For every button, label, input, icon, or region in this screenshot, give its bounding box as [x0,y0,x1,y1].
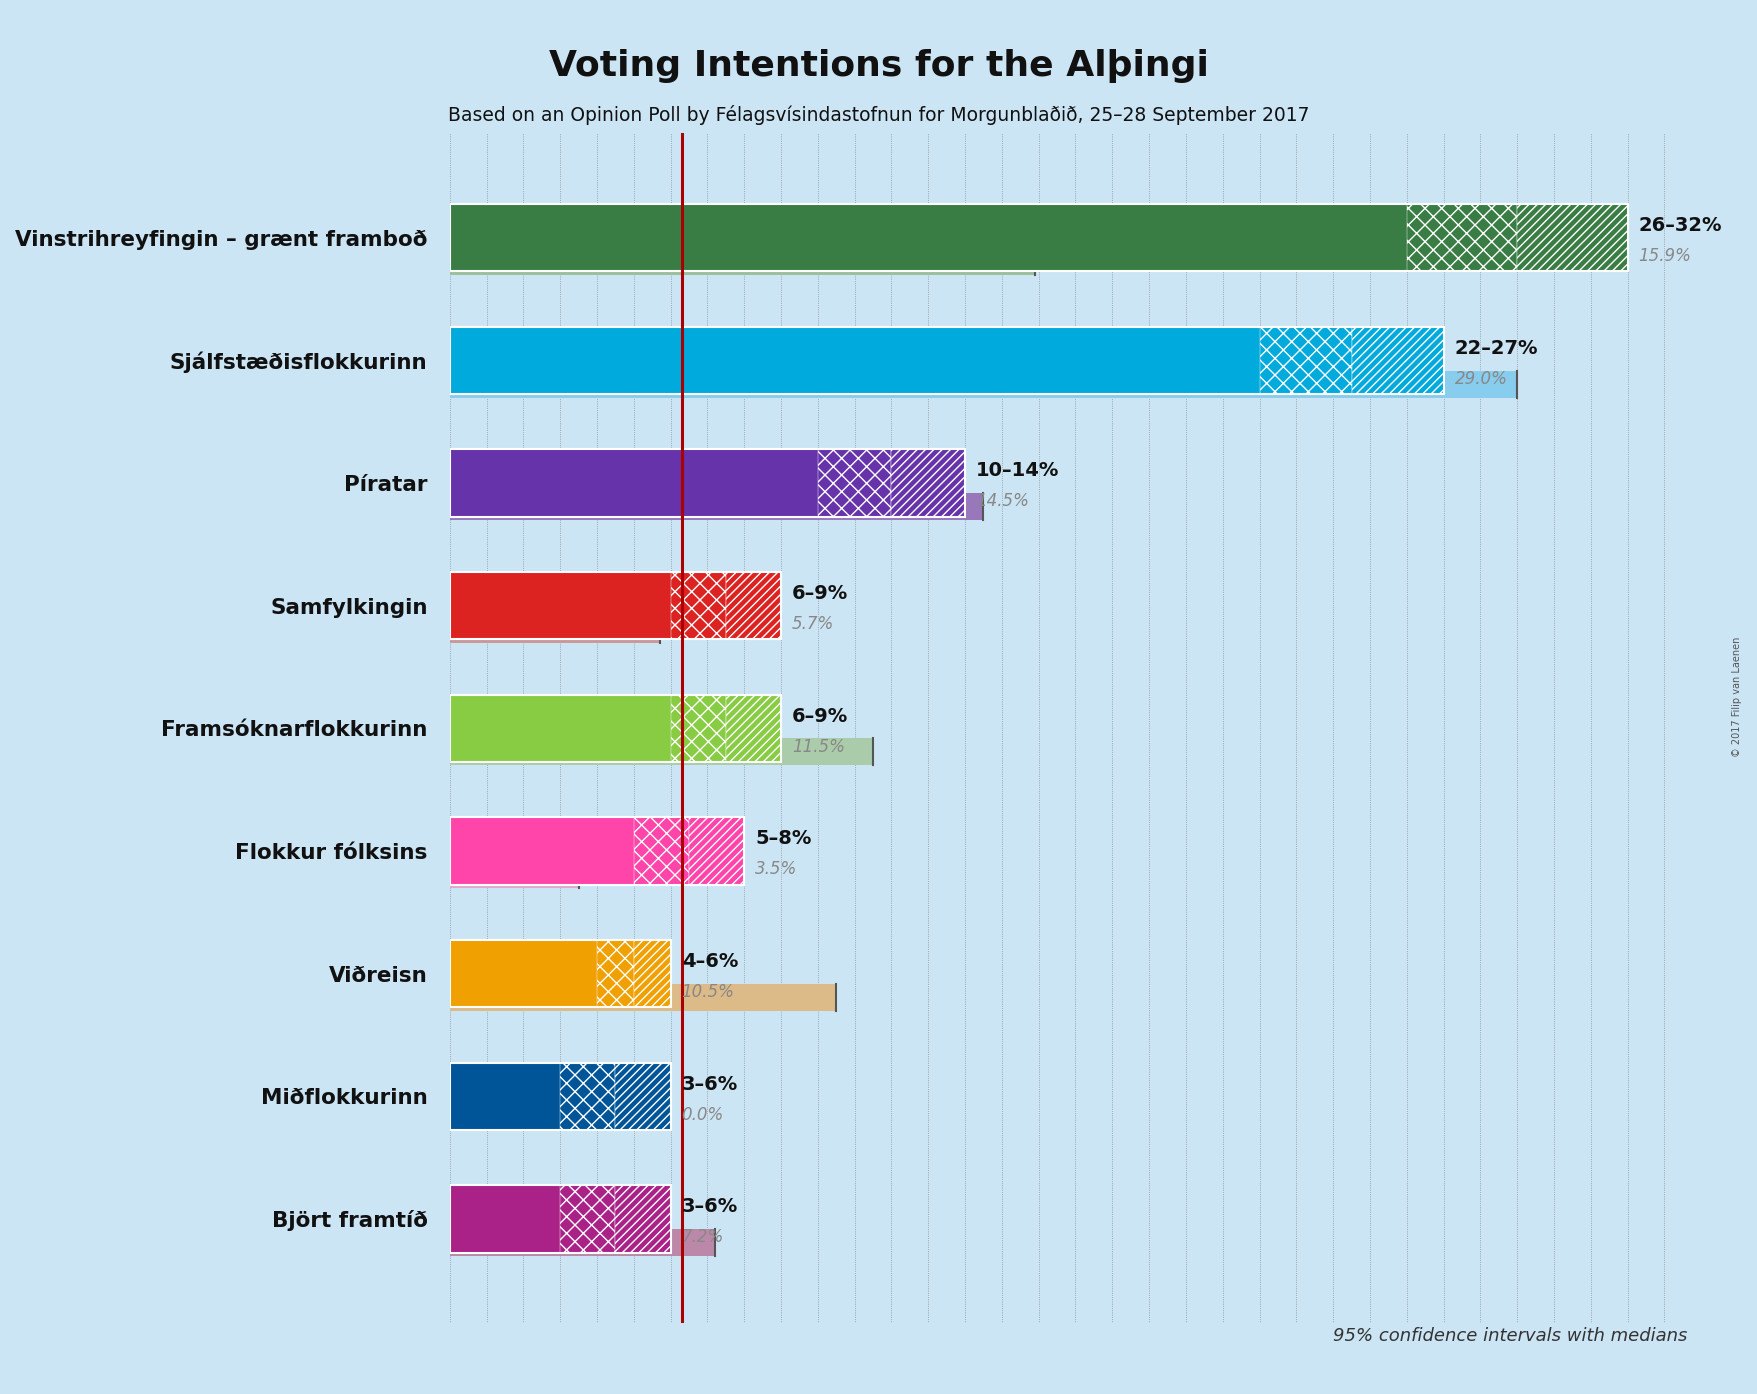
Text: 6–9%: 6–9% [792,707,849,726]
Bar [817,449,891,517]
Bar [669,572,726,640]
Bar [689,817,743,885]
Text: 3–6%: 3–6% [682,1075,738,1093]
Bar [450,572,669,640]
Text: 11.5%: 11.5% [792,737,845,756]
Bar [1406,204,1516,272]
Bar [450,694,669,763]
Bar [634,817,689,885]
Bar [615,1062,669,1131]
Bar [1258,326,1351,395]
Bar [450,326,1258,395]
Bar [450,1230,715,1256]
Bar [450,1062,560,1131]
Bar [450,1185,560,1253]
Text: 7.2%: 7.2% [682,1228,724,1246]
Bar [560,1062,615,1131]
Text: Based on an Opinion Poll by Félagsvísindastofnun for Morgunblaðið, 25–28 Septemb: Based on an Opinion Poll by Félagsvísind… [448,105,1309,124]
Text: 6–9%: 6–9% [792,584,849,604]
Text: 0.0%: 0.0% [682,1105,724,1124]
Bar [450,449,965,517]
Text: 10.5%: 10.5% [682,983,734,1001]
Bar [450,1062,669,1131]
Bar [450,817,634,885]
Bar [450,493,982,520]
Bar [450,248,1035,275]
Text: 95% confidence intervals with medians: 95% confidence intervals with medians [1332,1327,1687,1345]
Bar [726,572,780,640]
Text: Voting Intentions for the Alþingi: Voting Intentions for the Alþingi [548,49,1209,82]
Bar [1351,326,1442,395]
Text: 22–27%: 22–27% [1453,339,1537,358]
Bar [669,694,726,763]
Text: 3–6%: 3–6% [682,1197,738,1216]
Bar [450,694,780,763]
Text: 29.0%: 29.0% [1453,369,1508,388]
Bar [450,739,873,765]
Bar [615,1185,669,1253]
Text: 5.7%: 5.7% [792,615,835,633]
Bar [450,940,597,1008]
Bar [450,984,836,1011]
Bar [634,940,669,1008]
Bar [450,817,743,885]
Bar [726,694,780,763]
Text: © 2017 Filip van Laenen: © 2017 Filip van Laenen [1731,637,1741,757]
Text: 5–8%: 5–8% [756,829,812,849]
Bar [450,371,1516,397]
Bar [450,861,578,888]
Bar [450,1185,669,1253]
Bar [560,1185,615,1253]
Text: 10–14%: 10–14% [975,461,1059,481]
Bar [891,449,965,517]
Text: 4–6%: 4–6% [682,952,738,970]
Bar [450,204,1627,272]
Bar [1516,204,1627,272]
Bar [450,204,1406,272]
Text: 26–32%: 26–32% [1638,216,1722,236]
Bar [450,940,669,1008]
Text: 14.5%: 14.5% [975,492,1028,510]
Bar [597,940,634,1008]
Bar [450,616,659,643]
Bar [450,326,1442,395]
Text: 3.5%: 3.5% [756,860,798,878]
Bar [450,449,817,517]
Bar [450,572,780,640]
Text: 15.9%: 15.9% [1638,247,1690,265]
